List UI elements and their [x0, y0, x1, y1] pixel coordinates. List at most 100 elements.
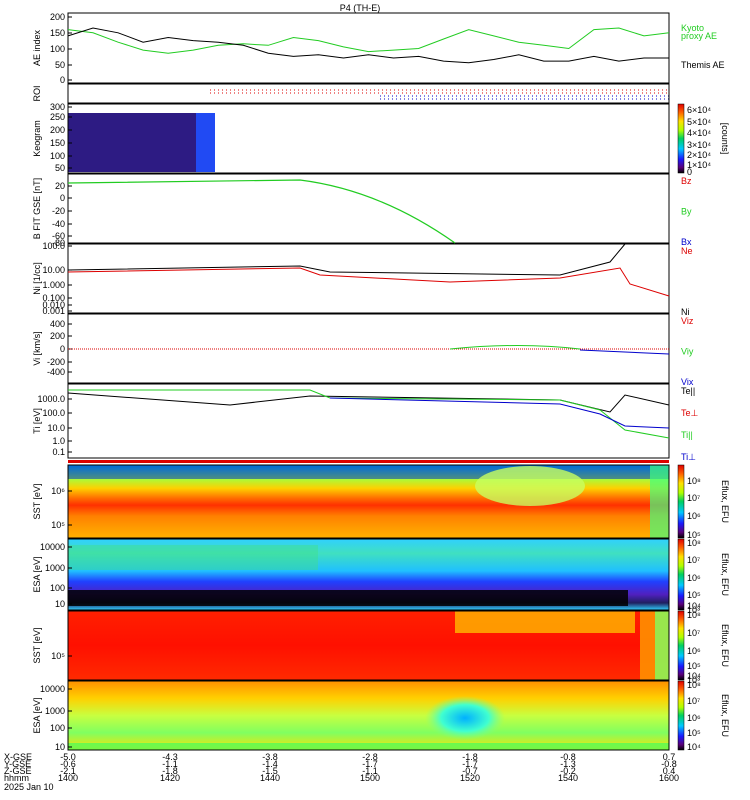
x-row-label: X-GSE — [4, 752, 32, 762]
colorbar-tick-label: 3×10⁴ — [687, 140, 711, 150]
x-row-value: -2.8 — [362, 752, 378, 762]
legend-entry: By — [681, 207, 692, 217]
colorbar — [677, 538, 685, 611]
y-tick-label: 0 — [60, 193, 65, 203]
colorbar-tick-label: 10⁷ — [687, 493, 700, 503]
y-axis-label: Vi [km/s] — [32, 331, 42, 365]
x-row-value: -1.5 — [262, 766, 278, 776]
colorbar-tick-label: 10⁵ — [687, 661, 701, 671]
colorbar-tick-label: 10⁸ — [687, 538, 701, 548]
legend-entry: Ni — [681, 307, 690, 317]
x-row-value: -1.7 — [462, 759, 478, 769]
legend-entry: Viz — [681, 316, 694, 326]
y-tick-label: 200 — [50, 331, 65, 341]
panel-frame — [67, 103, 670, 174]
legend-entry: Bz — [681, 176, 692, 186]
y-tick-label: 50 — [55, 163, 65, 173]
x-row-value: -1.8 — [462, 752, 478, 762]
y-tick-label: 100 — [50, 583, 65, 593]
y-tick-label: -200 — [47, 357, 65, 367]
colorbar-tick-label: 10⁶ — [687, 573, 701, 583]
legend-entry: Kyoto — [681, 23, 704, 33]
y-tick-label: 0 — [60, 75, 65, 85]
colorbar-tick-label: 10⁵ — [687, 530, 701, 540]
colorbar-tick-label: 10⁸ — [687, 476, 701, 486]
y-axis-label: SST [eV] — [32, 484, 42, 520]
legend-entry: Themis AE — [681, 60, 725, 70]
y-tick-label: 1.000 — [42, 280, 65, 290]
colorbar-tick-label: 10⁶ — [687, 646, 701, 656]
y-tick-label: 10000 — [40, 542, 65, 552]
panel-frame — [67, 383, 670, 459]
y-tick-label: 200 — [50, 125, 65, 135]
y-tick-label: 300 — [50, 102, 65, 112]
y-axis-label: ESA [eV] — [32, 556, 42, 592]
x-row-label: hhmm — [4, 773, 29, 783]
x-row-value: -2.1 — [60, 766, 76, 776]
panel-frame — [67, 610, 670, 681]
colorbar-tick-label: 5×10⁴ — [687, 117, 711, 127]
colorbar-tick-label: 10⁷ — [687, 555, 700, 565]
colorbar-tick-label: 4×10⁴ — [687, 128, 711, 138]
y-axis-label: Keogram — [32, 120, 42, 157]
ni-trace — [67, 243, 626, 276]
legend-entry: Ti|| — [681, 430, 693, 440]
x-row-value: -0.2 — [560, 766, 576, 776]
y-tick-label: 150 — [50, 28, 65, 38]
panel-vi: Vi [km/s] 400 200 0 -200-400 Viz Viy Vix — [32, 313, 694, 387]
y-tick-label: 10⁵ — [51, 651, 65, 661]
viy-trace — [449, 345, 581, 350]
colorbar-tick-label: 10⁷ — [687, 696, 700, 706]
colorbar-tick-label: 10⁷ — [687, 628, 700, 638]
colorbar-tick-label: 10⁸ — [687, 680, 701, 690]
x-tick-label: 1400 — [58, 773, 78, 783]
panel-frame — [67, 538, 670, 611]
y-tick-label: 10.00 — [42, 265, 65, 275]
series-line — [67, 27, 670, 54]
plot-title: P4 (TH-E) — [340, 3, 381, 13]
y-tick-label: 20 — [55, 181, 65, 191]
legend-entry: Ti⊥ — [681, 452, 696, 462]
y-tick-label: -400 — [47, 367, 65, 377]
colorbar-tick-label: 10³ — [687, 605, 700, 615]
legend-entry: Te⊥ — [681, 408, 699, 418]
colorbar-label: Eflux, EFU — [720, 480, 730, 523]
colorbar — [677, 464, 685, 539]
x-row-value: 0.4 — [663, 766, 676, 776]
x-row-value: -1.8 — [162, 766, 178, 776]
colorbar-label: Eflux, EFU — [720, 694, 730, 737]
x-row-value: -1.7 — [362, 759, 378, 769]
x-tick-label: 1520 — [460, 773, 480, 783]
y-axis-label: ESA [eV] — [32, 697, 42, 733]
y-tick-label: -20 — [52, 206, 65, 216]
legend-entry: proxy AE — [681, 31, 717, 41]
colorbar-tick-label: 10⁵ — [687, 728, 701, 738]
colorbar — [677, 610, 685, 681]
colorbar — [677, 103, 685, 174]
keogram-image — [68, 113, 215, 172]
legend-entry: Vix — [681, 377, 694, 387]
y-tick-label: 400 — [50, 319, 65, 329]
y-tick-label: 100 — [50, 723, 65, 733]
panel-sst_e: SST [eV] 10⁶ 10⁵ 10⁸ 10⁷ 10⁶ 10⁵ Eflux, EFU — [32, 464, 730, 540]
panel-esa_e: ESA [eV] 10000 1000 100 10 10⁸ 10⁷ 10⁶ 10⁵10⁴10³… — [32, 538, 730, 615]
ti-par-trace — [68, 389, 670, 439]
y-tick-label: 10 — [55, 599, 65, 609]
y-tick-label: 150 — [50, 138, 65, 148]
panel-frame — [67, 243, 670, 314]
colorbar-tick-label: 10⁵ — [687, 590, 701, 600]
y-tick-label: -60 — [52, 231, 65, 241]
date-label: 2025 Jan 10 — [4, 782, 54, 792]
x-row-value: -0.6 — [60, 759, 76, 769]
panel-frame — [67, 464, 670, 539]
colorbar-tick-label: 10⁶ — [687, 511, 701, 521]
colorbar-label: Eflux, EFU — [720, 553, 730, 596]
colorbar-tick-label: 10⁴ — [687, 671, 701, 681]
esa-ion-spectrogram — [68, 681, 669, 750]
colorbar — [677, 680, 685, 751]
x-row-value: -1.3 — [560, 759, 576, 769]
y-axis-label: SST [eV] — [32, 628, 42, 664]
